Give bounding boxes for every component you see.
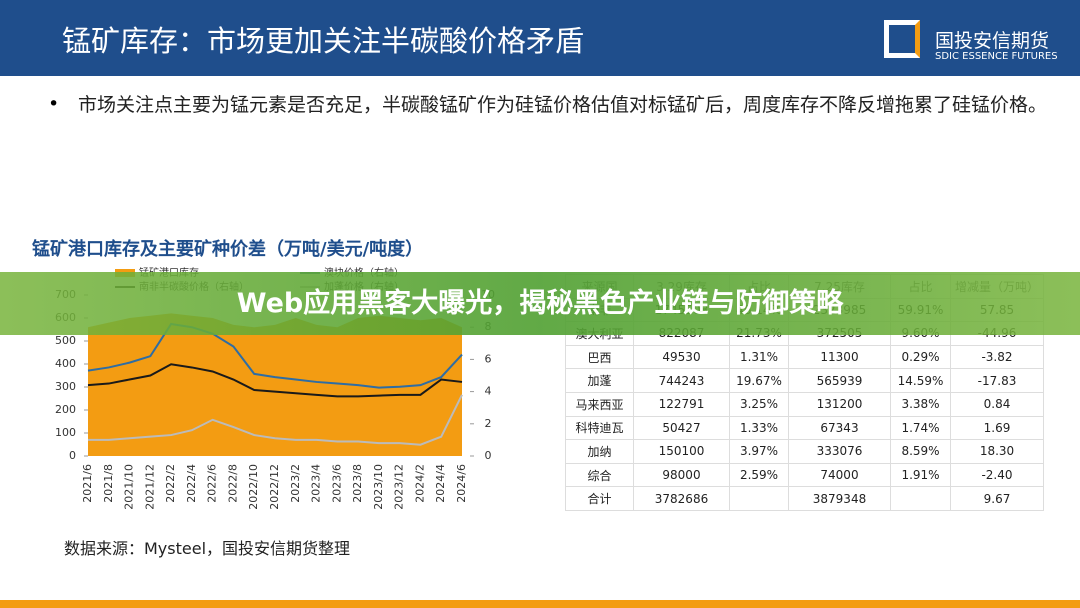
banner: Web应用黑客大曝光，揭秘黑色产业链与防御策略 <box>0 272 1080 335</box>
y-tick-label: 500 <box>55 334 76 347</box>
table-cell: 0.84 <box>950 391 1044 417</box>
y-tick-label: 300 <box>55 380 76 393</box>
area <box>88 313 462 456</box>
x-tick-label: 2024/4 <box>434 464 447 503</box>
table-cell: 2.59% <box>729 462 789 488</box>
table-cell: 74000 <box>788 462 891 488</box>
bullet-text: 市场关注点主要为锰元素是否充足，半碳酸锰矿作为硅锰价格估值对标锰矿后，周度库存不… <box>78 94 1048 116</box>
table-cell: 19.67% <box>729 368 789 393</box>
x-tick-label: 2022/6 <box>206 464 219 503</box>
logo-text: 国投安信期货 <box>935 30 1050 52</box>
footer-bar <box>0 600 1080 608</box>
x-tick-label: 2022/12 <box>268 464 281 510</box>
table-cell: 3.97% <box>729 439 789 464</box>
y-tick-label: 400 <box>55 357 76 370</box>
table-cell: 加蓬 <box>565 368 634 393</box>
table-cell: 合计 <box>565 486 634 511</box>
slide-title: 锰矿库存：市场更加关注半碳酸价格矛盾 <box>62 24 585 58</box>
source-note: 数据来源：Mysteel，国投安信期货整理 <box>64 539 351 558</box>
line <box>87 322 463 389</box>
table-cell: 3782686 <box>633 486 730 511</box>
x-tick-label: 2023/6 <box>330 464 343 503</box>
table-cell: 333076 <box>788 439 891 464</box>
x-tick-label: 2024/6 <box>455 464 468 503</box>
table-cell: 50427 <box>633 415 730 441</box>
table-cell: 744243 <box>633 368 730 393</box>
table-row: 综合 98000 2.59% 74000 1.91% -2.40 <box>565 462 1044 488</box>
y-tick-label: 200 <box>55 403 76 416</box>
table-cell: 综合 <box>565 462 634 488</box>
table-cell: 67343 <box>788 415 891 441</box>
chart-title: 锰矿港口库存及主要矿种价差（万吨/美元/吨度） <box>32 239 424 260</box>
y2-tick-label: 0 <box>485 449 492 462</box>
logo-mark <box>884 20 920 58</box>
table-row: 巴西 49530 1.31% 11300 0.29% -3.82 <box>565 344 1044 370</box>
y-tick-label: 0 <box>69 449 76 462</box>
line <box>88 394 463 446</box>
table-cell: 巴西 <box>565 344 634 370</box>
x-tick-label: 2022/4 <box>185 464 198 503</box>
table-cell: 0.29% <box>890 344 951 370</box>
x-tick-label: 2022/2 <box>164 464 177 503</box>
x-tick-label: 2023/12 <box>393 464 406 510</box>
table-row: 合计 3782686 3879348 9.67 <box>565 486 1044 511</box>
table-row: 科特迪瓦 50427 1.33% 67343 1.74% 1.69 <box>565 415 1044 441</box>
table-cell: 3.38% <box>890 391 951 417</box>
table-cell: 1.91% <box>890 462 951 488</box>
table-cell: 11300 <box>788 344 891 370</box>
line <box>87 363 463 398</box>
table-cell: -3.82 <box>950 344 1044 370</box>
table-cell: 科特迪瓦 <box>565 415 634 441</box>
table-cell: 14.59% <box>890 368 951 393</box>
y2-tick-label: 2 <box>485 417 492 430</box>
table-cell: 98000 <box>633 462 730 488</box>
table-cell: 1.74% <box>890 415 951 441</box>
x-tick-label: 2021/10 <box>123 464 136 510</box>
x-tick-label: 2023/4 <box>310 464 323 503</box>
y-tick-label: 100 <box>55 426 76 439</box>
table-cell: 122791 <box>633 391 730 417</box>
table-cell: 150100 <box>633 439 730 464</box>
x-tick-label: 2022/8 <box>226 464 239 503</box>
table-cell: 131200 <box>788 391 891 417</box>
x-tick-label: 2022/10 <box>247 464 260 510</box>
table-cell: 565939 <box>788 368 891 393</box>
header-bar <box>0 0 1080 76</box>
x-tick-label: 2021/8 <box>102 464 115 503</box>
table-cell: 3.25% <box>729 391 789 417</box>
table-row: 加纳 150100 3.97% 333076 8.59% 18.30 <box>565 439 1044 464</box>
bullet-dot: • <box>48 93 60 115</box>
table-cell <box>729 486 789 511</box>
table-cell <box>890 486 951 511</box>
x-tick-label: 2021/6 <box>81 464 94 503</box>
x-tick-label: 2024/2 <box>413 464 426 503</box>
table-cell: 1.31% <box>729 344 789 370</box>
y2-tick-label: 4 <box>485 385 492 398</box>
table-cell: 1.69 <box>950 415 1044 441</box>
table-cell: 1.33% <box>729 415 789 441</box>
x-tick-label: 2023/10 <box>372 464 385 510</box>
table-cell: -2.40 <box>950 462 1044 488</box>
table-cell: 8.59% <box>890 439 951 464</box>
x-tick-label: 2021/12 <box>143 464 156 510</box>
table-cell: 9.67 <box>950 486 1044 511</box>
table-cell: 加纳 <box>565 439 634 464</box>
table-row: 加蓬 744243 19.67% 565939 14.59% -17.83 <box>565 368 1044 393</box>
x-tick-label: 2023/2 <box>289 464 302 503</box>
x-tick-label: 2023/8 <box>351 464 364 503</box>
table-cell: 49530 <box>633 344 730 370</box>
table-cell: 3879348 <box>788 486 891 511</box>
table-cell: 马来西亚 <box>565 391 634 417</box>
table-row: 马来西亚 122791 3.25% 131200 3.38% 0.84 <box>565 391 1044 417</box>
table-cell: -17.83 <box>950 368 1044 393</box>
logo-text: SDIC ESSENCE FUTURES <box>935 51 1058 62</box>
y2-tick-label: 6 <box>485 352 492 365</box>
table-cell: 18.30 <box>950 439 1044 464</box>
